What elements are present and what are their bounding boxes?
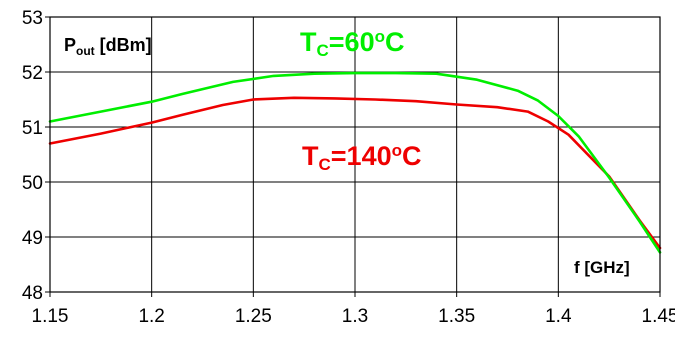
x-tick-label-1.3: 1.3 xyxy=(342,306,368,327)
x-tick-label-1.2: 1.2 xyxy=(138,306,164,327)
x-tick-label-1.15: 1.15 xyxy=(32,306,69,327)
y-tick-label-53: 53 xyxy=(22,8,43,29)
y-tick-label-52: 52 xyxy=(22,63,43,84)
series-line-60c xyxy=(48,71,662,254)
series-annotation-60c: TC=60oC xyxy=(300,27,404,60)
x-tick-label-1.25: 1.25 xyxy=(235,306,272,327)
x-tick-label-1.35: 1.35 xyxy=(438,306,475,327)
chart-tick-labels: 1.15 1.2 1.25 1.3 1.35 1.4 1.45 48 49 50 51 52 53 xyxy=(22,8,675,327)
y-tick-label-48: 48 xyxy=(22,283,43,304)
series-annotation-140c: TC=140oC xyxy=(302,141,422,174)
x-axis-label: f [GHz] xyxy=(574,258,630,277)
chart-axes xyxy=(45,16,661,297)
y-axis-label: Pout [dBm] xyxy=(64,35,152,58)
chart-series-group xyxy=(48,71,662,254)
y-tick-label-49: 49 xyxy=(22,228,43,249)
y-tick-label-51: 51 xyxy=(22,118,43,139)
x-tick-label-1.4: 1.4 xyxy=(545,306,572,327)
x-tick-label-1.45: 1.45 xyxy=(642,306,675,327)
y-tick-label-50: 50 xyxy=(22,173,43,194)
series-line-140c xyxy=(48,96,662,250)
